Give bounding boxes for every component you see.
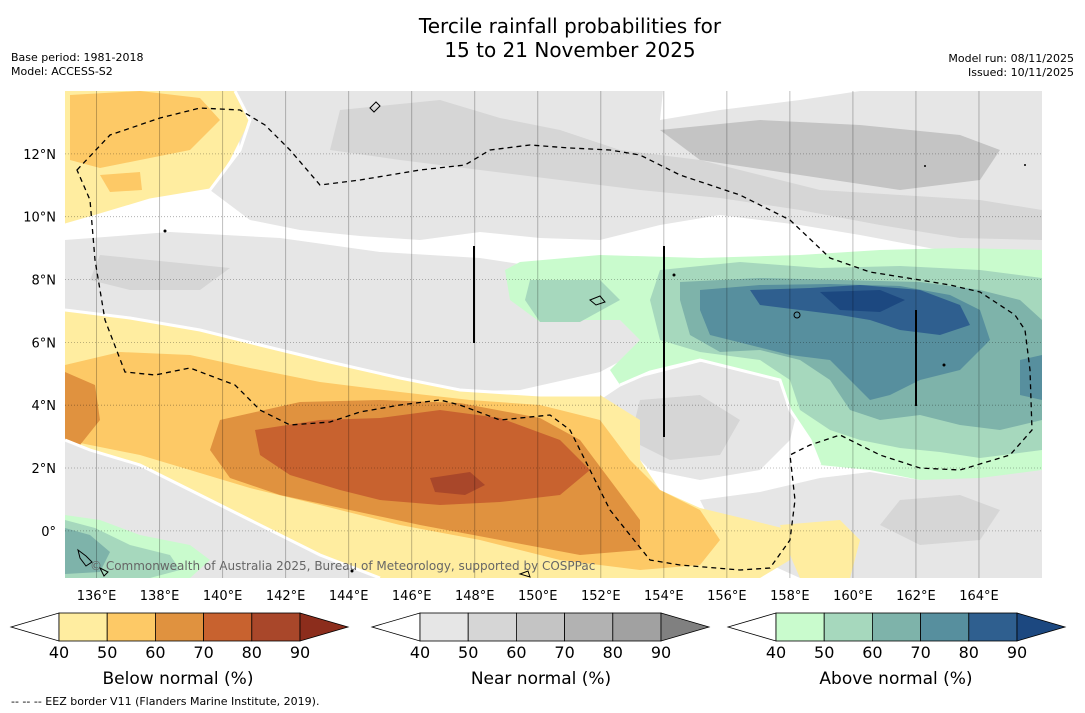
- near-normal-tick-label: 70: [554, 643, 574, 662]
- near-normal-segment: [612, 612, 662, 642]
- above-normal-segment: [872, 612, 922, 642]
- meta-right: Model run: 08/11/2025 Issued: 10/11/2025: [948, 52, 1074, 80]
- near-normal-segment: [419, 612, 469, 642]
- colorbars: 40 50 60 70 80 90 Below normal (%) 40 50 60 70 80 90…: [9, 612, 1067, 689]
- longitude-label: 164°E: [959, 589, 999, 604]
- longitude-label: 142°E: [266, 589, 306, 604]
- below-normal-areas: [65, 91, 860, 578]
- near-normal-colorbar-title: Near normal (%): [471, 669, 611, 689]
- near-normal-low-arrow: [370, 612, 421, 642]
- near-normal-tick-label: 90: [651, 643, 671, 662]
- above-normal-segment: [968, 612, 1018, 642]
- below-normal-low-arrow: [9, 612, 60, 642]
- near-normal-high-arrow: [660, 612, 711, 642]
- below-normal-segment: [58, 612, 108, 642]
- below-normal-segment: [203, 612, 253, 642]
- below-normal-colorbar: 40 50 60 70 80 90 Below normal (%): [9, 612, 350, 689]
- longitude-label: 150°E: [518, 589, 558, 604]
- near-normal-colorbar: 40 50 60 70 80 90 Near normal (%): [370, 612, 711, 689]
- below-normal-tick-label: 60: [145, 643, 165, 662]
- below-normal-segment: [106, 612, 156, 642]
- above-normal-tick-label: 40: [766, 643, 786, 662]
- latitude-label: 12°N: [23, 148, 56, 163]
- below-normal-tick-label: 50: [97, 643, 117, 662]
- latitude-label: 2°N: [32, 462, 57, 477]
- longitude-label: 144°E: [329, 589, 369, 604]
- above-normal-tick-label: 70: [910, 643, 930, 662]
- longitude-label: 158°E: [770, 589, 810, 604]
- longitude-label: 152°E: [581, 589, 621, 604]
- latitude-label: 0°: [41, 525, 56, 540]
- above-normal-tick-label: 50: [814, 643, 834, 662]
- below-normal-tick-label: 90: [290, 643, 310, 662]
- longitude-label: 148°E: [455, 589, 495, 604]
- above-normal-areas: [65, 248, 1042, 578]
- below-normal-tick-label: 80: [242, 643, 262, 662]
- gridlines: [65, 91, 1042, 578]
- near-normal-segment: [467, 612, 517, 642]
- near-normal-tick-label: 60: [506, 643, 526, 662]
- small-islands: [163, 164, 1026, 573]
- model-name: Model: ACCESS-S2: [11, 65, 113, 78]
- marker-lines: [473, 246, 917, 437]
- longitude-label: 156°E: [707, 589, 747, 604]
- above-normal-colorbar: 40 50 60 70 80 90 Above normal (%): [726, 612, 1067, 689]
- above-normal-segment: [920, 612, 970, 642]
- longitude-label: 160°E: [833, 589, 873, 604]
- below-normal-colorbar-title: Below normal (%): [103, 669, 254, 689]
- model-run: Model run: 08/11/2025: [948, 52, 1074, 65]
- title-line-2: 15 to 21 November 2025: [444, 38, 696, 62]
- above-normal-tick-label: 80: [959, 643, 979, 662]
- longitude-label: 140°E: [203, 589, 243, 604]
- above-normal-colorbar-title: Above normal (%): [819, 669, 972, 689]
- above-normal-tick-label: 60: [862, 643, 882, 662]
- latitude-label: 10°N: [23, 211, 56, 226]
- longitude-label: 154°E: [644, 589, 684, 604]
- below-normal-tick-label: 40: [49, 643, 69, 662]
- longitude-label: 162°E: [896, 589, 936, 604]
- title-line-1: Tercile rainfall probabilities for: [418, 14, 722, 38]
- base-period: Base period: 1981-2018: [11, 51, 144, 64]
- above-normal-low-arrow: [726, 612, 777, 642]
- below-normal-segment: [154, 612, 204, 642]
- near-normal-tick-label: 50: [458, 643, 478, 662]
- longitude-labels: 136°E 138°E 140°E 142°E 144°E 146°E 148°E 150°E…: [77, 589, 999, 604]
- near-normal-tick-label: 80: [603, 643, 623, 662]
- contour-outlines: [65, 91, 822, 578]
- below-normal-segment: [251, 612, 301, 642]
- longitude-label: 146°E: [392, 589, 432, 604]
- near-normal-segment: [564, 612, 614, 642]
- latitude-label: 6°N: [32, 336, 57, 351]
- probability-field: [65, 91, 1042, 578]
- issued-date: Issued: 10/11/2025: [967, 66, 1074, 79]
- above-normal-segment: [823, 612, 873, 642]
- latitude-label: 4°N: [32, 399, 57, 414]
- below-normal-tick-label: 70: [193, 643, 213, 662]
- map-title: Tercile rainfall probabilities for 15 to…: [0, 14, 1085, 62]
- above-normal-tick-label: 90: [1007, 643, 1027, 662]
- near-normal-tick-label: 40: [410, 643, 430, 662]
- longitude-label: 138°E: [140, 589, 180, 604]
- above-normal-segment: [775, 612, 825, 642]
- eez-border: [76, 107, 1033, 571]
- latitude-label: 8°N: [32, 274, 57, 289]
- latitude-labels: 12°N 10°N 8°N 6°N 4°N 2°N 0°: [23, 148, 56, 540]
- copyright-text: © Commonwealth of Australia 2025, Bureau…: [90, 559, 595, 573]
- eez-footnote: -- -- -- EEZ border V11 (Flanders Marine…: [11, 695, 320, 708]
- meta-left: Base period: 1981-2018 Model: ACCESS-S2: [11, 51, 143, 79]
- longitude-label: 136°E: [77, 589, 117, 604]
- coastlines: [77, 101, 801, 578]
- near-normal-segment: [516, 612, 566, 642]
- below-normal-high-arrow: [299, 612, 350, 642]
- above-normal-high-arrow: [1016, 612, 1067, 642]
